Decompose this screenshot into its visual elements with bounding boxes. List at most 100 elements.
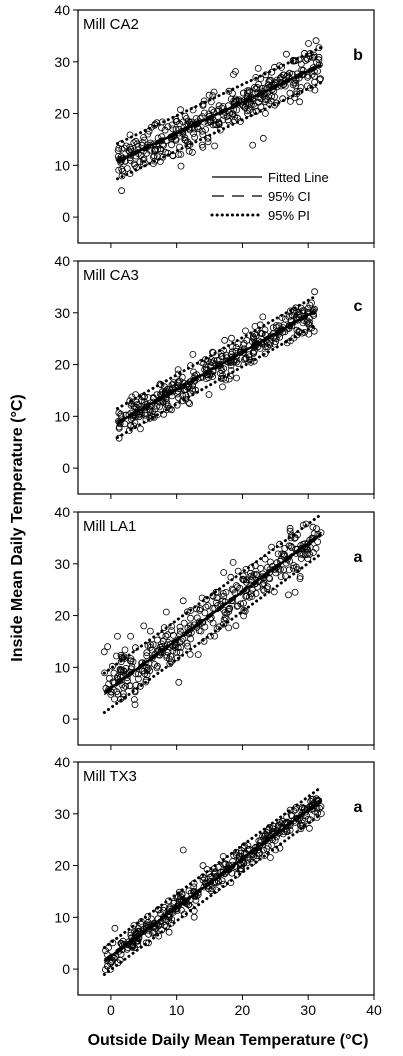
- data-point: [245, 353, 253, 361]
- data-point: [266, 575, 274, 583]
- data-point: [203, 595, 210, 603]
- y-tick-label: 20: [54, 858, 70, 874]
- data-point: [195, 627, 203, 634]
- data-point: [140, 667, 148, 675]
- data-point: [204, 602, 212, 609]
- data-point: [253, 84, 261, 91]
- data-point: [121, 646, 129, 654]
- data-point: [268, 842, 276, 849]
- data-point: [147, 641, 154, 649]
- data-point: [177, 150, 185, 158]
- data-point: [126, 143, 134, 151]
- data-point: [151, 661, 159, 668]
- prediction-interval-line: [102, 552, 323, 715]
- data-point: [193, 614, 201, 622]
- data-point: [162, 400, 170, 408]
- data-point: [133, 398, 141, 406]
- data-point: [286, 89, 294, 97]
- data-point: [221, 609, 229, 616]
- data-point: [232, 347, 240, 355]
- data-point: [118, 145, 126, 153]
- data-point: [179, 597, 187, 605]
- data-point: [164, 631, 172, 639]
- data-point: [131, 701, 139, 708]
- data-point: [240, 341, 247, 349]
- data-point: [158, 118, 166, 126]
- data-point: [262, 71, 270, 79]
- data-point: [172, 118, 180, 125]
- data-point: [111, 924, 119, 932]
- data-point: [283, 813, 291, 821]
- data-point: [220, 569, 228, 576]
- data-point: [129, 942, 137, 950]
- data-point: [311, 807, 319, 815]
- data-point: [169, 125, 177, 133]
- data-point: [263, 845, 271, 853]
- data-point: [301, 551, 309, 559]
- data-point: [156, 145, 164, 153]
- data-point: [184, 117, 192, 125]
- data-point: [219, 590, 227, 597]
- data-point: [151, 122, 158, 129]
- prediction-interval-line: [115, 295, 317, 410]
- data-point: [249, 348, 257, 356]
- data-point: [290, 562, 298, 569]
- data-point: [130, 696, 138, 703]
- data-point: [221, 860, 229, 868]
- data-point: [205, 91, 213, 99]
- data-point: [296, 98, 304, 106]
- data-point: [149, 413, 157, 421]
- panel-frame: [77, 761, 375, 996]
- data-point: [101, 669, 108, 677]
- data-point: [191, 133, 199, 141]
- data-point: [158, 631, 166, 639]
- panel-title: Mill LA1: [83, 518, 136, 535]
- data-point: [168, 141, 175, 149]
- data-point: [140, 133, 148, 141]
- data-point: [134, 937, 142, 945]
- data-point: [163, 654, 171, 661]
- data-point: [285, 591, 292, 599]
- data-point: [300, 307, 308, 315]
- panel-title: Mill CA3: [83, 267, 139, 284]
- data-point: [184, 642, 192, 650]
- data-point: [255, 98, 262, 106]
- data-point: [210, 88, 218, 96]
- prediction-interval-line: [115, 324, 317, 439]
- data-point: [283, 828, 291, 836]
- data-point: [208, 106, 216, 114]
- data-point: [306, 301, 314, 309]
- data-point: [127, 632, 135, 640]
- data-point: [259, 846, 267, 854]
- data-point: [130, 422, 138, 430]
- data-point: [239, 572, 247, 580]
- panel-frame: [77, 511, 375, 746]
- data-point: [152, 145, 160, 153]
- data-point: [126, 156, 134, 164]
- panel-frame: [77, 260, 375, 495]
- data-point: [176, 627, 184, 635]
- data-point: [177, 106, 184, 114]
- data-point: [190, 130, 198, 137]
- y-tick-label: 10: [54, 157, 70, 173]
- data-point: [228, 334, 235, 342]
- data-point: [118, 172, 126, 180]
- data-point: [154, 906, 162, 913]
- data-point: [149, 641, 157, 648]
- data-point: [305, 40, 312, 47]
- data-point: [312, 545, 320, 552]
- data-point: [188, 148, 196, 156]
- x-axis-label: Outside Daily Mean Temperature (°C): [88, 1032, 369, 1049]
- data-point: [216, 369, 224, 377]
- fitted-line: [116, 310, 316, 425]
- data-point: [257, 565, 265, 572]
- confidence-interval-line: [103, 798, 322, 960]
- data-point: [123, 165, 131, 172]
- x-tick-label: 10: [169, 1002, 185, 1018]
- data-point: [126, 131, 134, 139]
- data-point: [289, 564, 297, 572]
- data-point: [117, 651, 125, 659]
- x-tick-label: 20: [235, 1002, 251, 1018]
- data-point: [161, 921, 168, 929]
- data-point: [244, 87, 252, 94]
